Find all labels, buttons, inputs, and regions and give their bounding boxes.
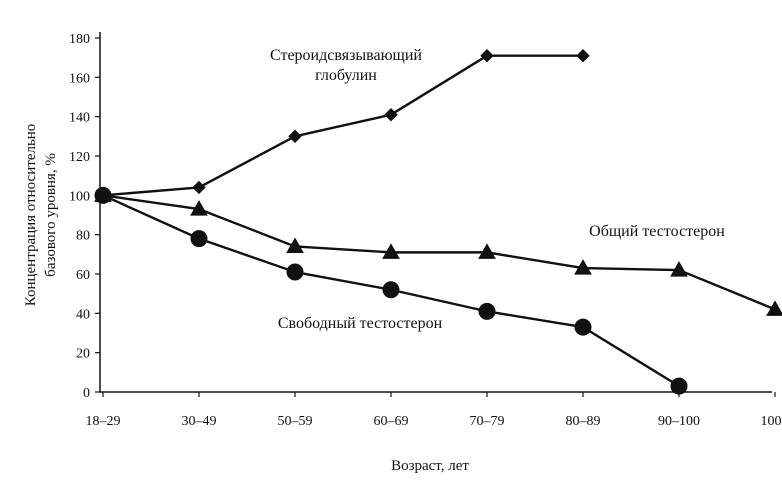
point-circle [287,264,303,280]
y-ticks: 0 20 40 60 80 100 120 140 160 180 [69,32,100,401]
x-tick-label: 50–59 [278,414,313,429]
series-layer [95,50,782,394]
x-tick-label: 80–89 [566,414,601,429]
point-triangle [767,301,782,315]
point-circle [671,378,687,394]
y-tick-label: 80 [76,229,90,244]
series-annotation-line: Свободный тестостерон [278,315,443,332]
y-tick-label: 160 [69,71,90,86]
series-circle [95,187,687,394]
y-axis-label-line: базового уровня, % [43,153,59,277]
point-circle [383,282,399,298]
y-axis-label: Концентрация относительно базового уровня… [23,124,59,307]
point-circle [575,319,591,335]
point-diamond [193,181,205,193]
x-tick-label: 70–79 [470,414,505,429]
x-ticks: 18–29 30–49 50–59 60–69 70–79 80–89 90–100 100+ [86,392,782,429]
x-tick-label: 30–49 [182,414,217,429]
series-annotations: Стероидсвязывающий глобулин Общий тестосте… [270,47,725,332]
y-tick-label: 100 [69,189,90,204]
x-tick-label: 60–69 [374,414,409,429]
y-tick-label: 0 [83,386,90,401]
x-tick-label: 100+ [761,414,782,429]
y-tick-label: 140 [69,111,90,126]
point-circle [191,231,207,247]
point-circle [95,187,111,203]
point-diamond [289,130,301,142]
series-annotation-line: глобулин [315,67,377,84]
x-axis-label: Возраст, лет [391,458,469,474]
series-annotation: Общий тестостерон [589,223,725,240]
y-tick-label: 40 [76,307,90,322]
point-diamond [385,109,397,121]
point-diamond [481,50,493,62]
series-triangle [95,187,782,315]
point-circle [479,303,495,319]
series-annotation-line: Общий тестостерон [589,223,725,240]
y-axis-label-line: Концентрация относительно [23,124,39,307]
point-diamond [577,50,589,62]
series-annotation-line: Стероидсвязывающий [270,47,422,64]
y-tick-label: 20 [76,347,90,362]
x-tick-label: 90–100 [658,414,700,429]
series-annotation: Стероидсвязывающий глобулин [270,47,422,84]
x-tick-label: 18–29 [86,414,121,429]
series-annotation: Свободный тестостерон [278,315,443,332]
y-tick-label: 180 [69,32,90,47]
y-tick-label: 120 [69,150,90,165]
y-tick-label: 60 [76,268,90,283]
